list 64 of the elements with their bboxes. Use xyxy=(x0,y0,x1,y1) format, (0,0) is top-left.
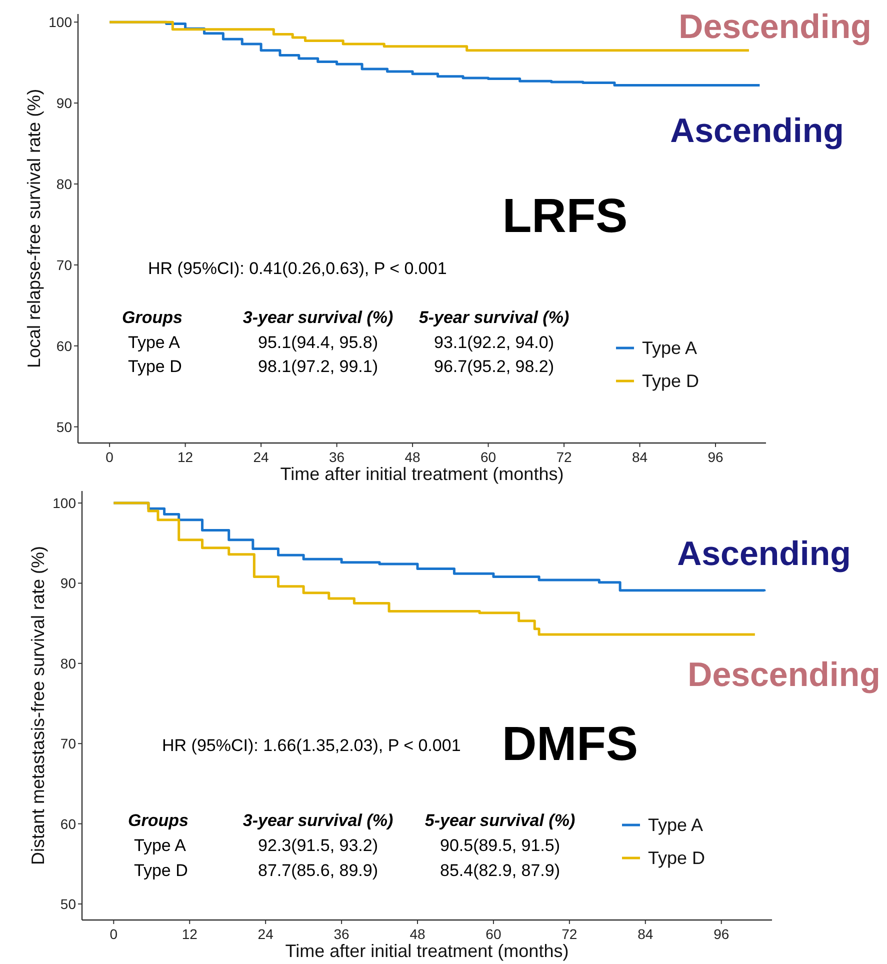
y-tick-label: 60 xyxy=(56,338,72,354)
x-tick-label: 36 xyxy=(334,926,350,942)
y-tick-label: 90 xyxy=(60,575,76,592)
y-axis-title: Distant metastasis-free survival rate (%) xyxy=(28,546,48,866)
annotation: 92.3(91.5, 93.2) xyxy=(258,836,378,855)
x-tick-label: 48 xyxy=(404,449,421,465)
y-axis-title: Local relapse-free survival rate (%) xyxy=(24,88,44,368)
y-tick-label: 90 xyxy=(56,95,72,112)
legend-label: Type A xyxy=(642,338,698,358)
annotation: 5-year survival (%) xyxy=(424,811,576,830)
y-tick-label: 80 xyxy=(60,655,76,672)
text: DMFS xyxy=(502,718,638,771)
y-tick-label: 80 xyxy=(56,176,72,192)
x-tick-label: 12 xyxy=(178,449,194,465)
annotation: 85.4(82.9, 87.9) xyxy=(440,861,560,880)
annotation: Descending xyxy=(678,8,872,46)
annotation: HR (95%CI): 0.41(0.26,0.63), P < 0.001 xyxy=(148,259,447,278)
x-axis-title: Time after initial treatment (months) xyxy=(280,464,564,484)
annotation: Ascending xyxy=(677,535,851,573)
y-tick-label: 100 xyxy=(48,14,72,30)
annotation: Groups xyxy=(128,811,188,830)
legend-label: Type D xyxy=(648,848,706,868)
x-tick-label: 36 xyxy=(329,449,345,465)
annotation: 5-year survival (%) xyxy=(418,308,570,327)
annotation: HR (95%CI): 1.66(1.35,2.03), P < 0.001 xyxy=(162,736,461,755)
y-tick-label: 50 xyxy=(56,418,72,435)
annotation: Ascending xyxy=(670,112,844,150)
x-tick-label: 60 xyxy=(486,926,502,942)
x-tick-label: 0 xyxy=(106,449,114,465)
annotation: 98.1(97.2, 99.1) xyxy=(258,357,378,376)
annotation: Descending xyxy=(688,656,880,694)
annotation: 87.7(85.6, 89.9) xyxy=(258,861,378,880)
y-tick-label: 70 xyxy=(60,736,76,752)
annotation: Type A xyxy=(134,836,187,855)
annotation: 3-year survival (%) xyxy=(242,811,394,830)
x-tick-label: 12 xyxy=(182,926,198,942)
x-tick-label: 84 xyxy=(632,449,648,465)
x-axis-title: Time after initial treatment (months) xyxy=(285,941,569,961)
x-tick-label: 24 xyxy=(253,449,270,465)
annotation: Groups xyxy=(122,308,182,327)
x-tick-label: 72 xyxy=(556,449,572,465)
annotation: Type D xyxy=(134,861,188,880)
annotation: 95.1(94.4, 95.8) xyxy=(258,333,378,352)
annotation: Type A xyxy=(128,333,181,352)
x-tick-label: 24 xyxy=(258,926,274,942)
annotation: 3-year survival (%) xyxy=(242,308,394,327)
y-tick-label: 100 xyxy=(52,495,76,512)
y-tick-label: 60 xyxy=(60,816,76,832)
x-tick-label: 0 xyxy=(110,926,118,942)
x-tick-label: 96 xyxy=(708,449,724,465)
text: LRFS xyxy=(502,190,628,243)
legend-label: Type A xyxy=(648,815,704,835)
annotation: 90.5(89.5, 91.5) xyxy=(440,836,560,855)
y-tick-label: 50 xyxy=(60,896,76,912)
x-tick-label: 72 xyxy=(562,926,578,942)
y-tick-label: 70 xyxy=(56,256,72,273)
x-tick-label: 60 xyxy=(480,449,496,465)
annotation: 93.1(92.2, 94.0) xyxy=(434,333,554,352)
legend-label: Type D xyxy=(642,371,700,391)
x-tick-label: 96 xyxy=(714,926,730,942)
x-tick-label: 48 xyxy=(410,926,426,942)
annotation: 96.7(95.2, 98.2) xyxy=(434,357,554,376)
annotation: Type D xyxy=(128,357,182,376)
x-tick-label: 84 xyxy=(638,926,654,942)
